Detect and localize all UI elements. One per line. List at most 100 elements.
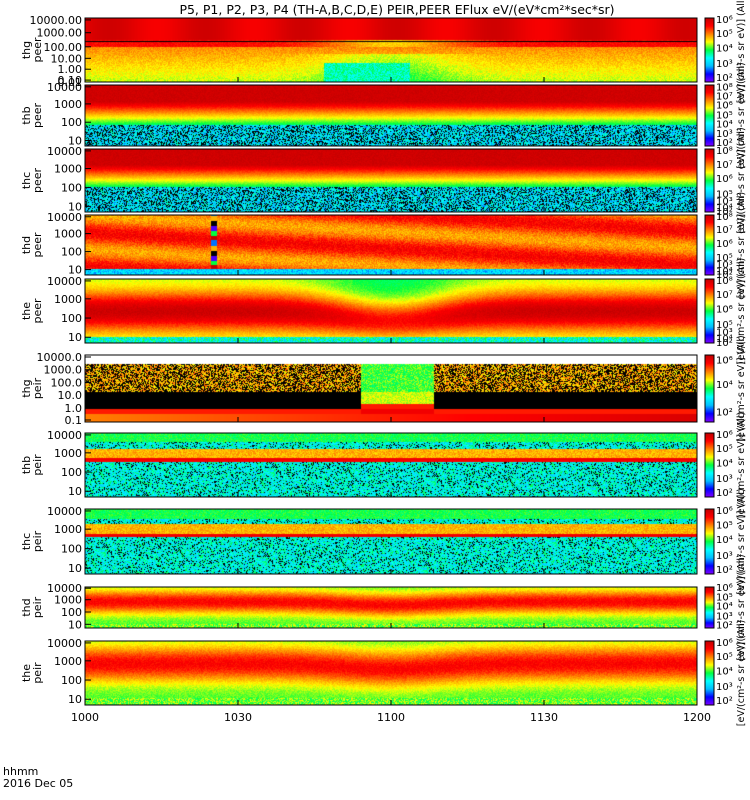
colorbar-tick-label: 10⁷ [716,160,733,171]
colorbar-tick-label: 10⁴ [716,667,733,678]
colorbar-label: [eV/(cm²-s sr eV)] (All) [736,62,747,168]
y-tick-label: 10000 [47,81,82,94]
panel-thc-peer: 10000100010010thcpeer10⁸10⁷10⁶10⁵10⁴10³1… [20,127,747,233]
colorbar-label: [eV/(cm²-s sr eV)] (All) [736,258,747,364]
y-tick-label: 1000 [54,228,82,241]
y-tick-label: 10000 [47,145,82,158]
species-label: peir [31,530,44,552]
colorbar-tick-label: 10² [716,408,733,419]
y-tick-label: 1000 [54,594,82,607]
probe-label: thd [20,236,33,254]
y-tick-label: 10000 [47,582,82,595]
colorbar-tick-label: 10⁵ [716,253,733,264]
colorbar-tick-label: 10⁶ [716,174,733,185]
y-tick-label: 1000 [54,447,82,460]
colorbar-tick-label: 10⁴ [716,266,733,277]
probe-label: the [20,302,33,320]
x-tick-label: 1030 [224,711,252,724]
y-tick-label: 100 [61,543,82,556]
y-tick-label: 10 [68,485,82,498]
probe-label: thc [20,533,33,550]
colorbar-tick-label: 10⁵ [716,320,733,331]
colorbar-tick-label: 10⁷ [716,92,733,103]
colorbar-tick-label: 10³ [716,59,733,70]
y-tick-label: 10 [68,618,82,631]
y-tick-label: 1000 [54,163,82,176]
x-tick-label: 1130 [530,711,558,724]
colorbar [704,586,715,629]
date-label: 2016 Dec 05 [3,777,73,790]
y-tick-label: 10.00 [51,52,83,65]
y-tick-label: 1000.0 [44,364,83,377]
probe-label: thb [20,456,33,474]
spectrogram-image [85,587,697,628]
colorbar-tick-label: 10³ [716,197,733,208]
y-tick-label: 100 [61,674,82,687]
colorbar [704,84,715,147]
y-tick-label: 10 [68,562,82,575]
time-label: hhmm [3,765,38,778]
probe-label: thg [20,41,33,59]
colorbar-tick-label: 10⁸ [716,276,733,287]
colorbar-tick-label: 10⁶ [716,15,733,26]
colorbar-label: [eV/(cm²-s sr eV)] (All) [736,192,747,298]
colorbar-tick-label: 10⁵ [716,592,733,603]
colorbar [704,214,715,276]
colorbar-tick-label: 10³ [716,474,733,485]
panel-the-peer: 10000100010010thepeer10⁸10⁷10⁶10⁵10⁴10³1… [20,258,747,364]
y-tick-label: 10000.00 [30,14,83,27]
species-label: peer [31,37,44,63]
colorbar-tick-label: 10⁶ [716,638,733,649]
species-label: peer [31,232,44,258]
y-tick-label: 100.0 [51,376,83,389]
y-tick-label: 0.01 [58,76,83,89]
spectrogram-image [85,18,697,82]
probe-label: the [20,664,33,682]
colorbar-tick-label: 10⁷ [716,290,733,301]
y-tick-label: 10 [68,200,82,213]
colorbar-tick-label: 10⁷ [716,225,733,236]
colorbar-tick-label: 10⁴ [716,203,733,214]
y-tick-label: 10 [68,331,82,344]
species-label: peir [31,596,44,618]
y-tick-label: 100 [61,312,82,325]
colorbar-tick-label: 10⁶ [716,430,733,441]
y-tick-label: 100.00 [44,41,83,54]
probe-label: thc [20,172,33,189]
colorbar [704,148,715,213]
species-label: peer [31,298,44,324]
colorbar-tick-label: 10³ [716,327,733,338]
colorbar-tick-label: 10⁵ [716,520,733,531]
y-tick-label: 100 [61,116,82,129]
colorbar-tick-label: 10⁵ [716,111,733,122]
colorbar-label: [eV/(cm²-s sr eV)] (All) [736,335,747,441]
species-label: peir [31,662,44,684]
y-tick-label: 1000 [54,655,82,668]
colorbar [704,432,715,498]
colorbar-tick-label: 10² [716,270,733,281]
y-tick-label: 1000 [54,523,82,536]
colorbar-tick-label: 10³ [716,129,733,140]
colorbar-tick-label: 10⁴ [716,535,733,546]
colorbar-label: [eV/(cm²-s sr eV)] (All) [736,127,747,233]
figure-title: P5, P1, P2, P3, P4 (TH-A,B,C,D,E) PEIR,P… [179,2,614,17]
colorbar-tick-label: 10³ [716,260,733,271]
colorbar-label: [eV/(cm²-s sr eV)] (All) [736,554,747,660]
colorbar-label: [eV/(cm²-s sr eV)] (All) [736,0,747,103]
colorbar-tick-label: 10² [716,73,733,84]
spectrogram-image [85,433,697,497]
species-label: peir [31,377,44,399]
colorbar-tick-label: 10² [716,488,733,499]
colorbar-tick-label: 10⁶ [716,305,733,316]
spectrogram-image [85,509,697,574]
colorbar [704,508,715,575]
spectrogram-image [85,355,697,422]
spectrogram-image [85,149,697,212]
colorbar-tick-label: 10² [716,696,733,707]
colorbar-tick-label: 10⁶ [716,101,733,112]
colorbar [704,17,715,83]
y-tick-label: 10000 [47,505,82,518]
y-tick-label: 10000 [47,637,82,650]
panel-thb-peer: 10000100010010thbpeer10⁸10⁷10⁶10⁵10⁴10³1… [20,62,747,168]
